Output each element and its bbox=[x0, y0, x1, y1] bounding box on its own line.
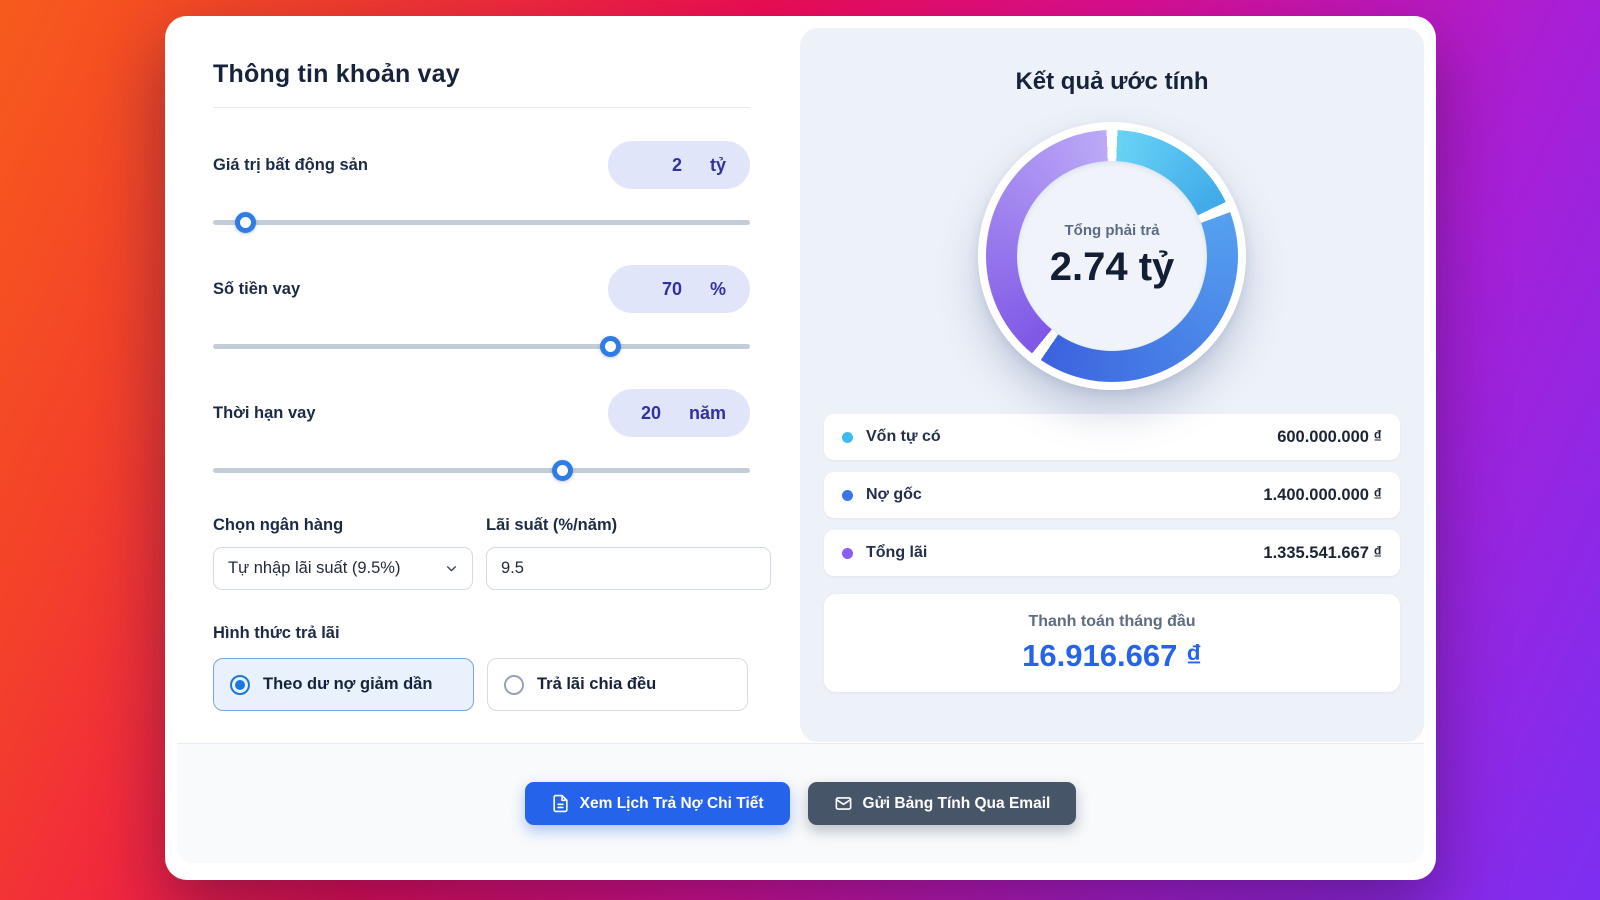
slider-track bbox=[213, 344, 750, 349]
property-value: 2 bbox=[671, 154, 682, 175]
radio-option-label: Trả lãi chia đều bbox=[537, 675, 657, 693]
loan-calculator-card: Thông tin khoản vay Giá trị bất động sản… bbox=[165, 16, 1436, 880]
donut-halo bbox=[978, 122, 1246, 390]
loan-amount-value: 70 bbox=[661, 278, 682, 299]
results-title: Kết quả ước tính bbox=[1015, 68, 1209, 95]
property-value-label: Giá trị bất động sản bbox=[213, 155, 368, 174]
chevron-down-icon bbox=[447, 566, 456, 572]
loan-term-value: 20 bbox=[640, 402, 661, 423]
loan-term-label: Thời hạn vay bbox=[213, 403, 316, 422]
results-legend: Vốn tự có 600.000.000 ₫ Nợ gốc 1.400.000… bbox=[824, 414, 1400, 576]
property-value-field: Giá trị bất động sản 2 tỷ bbox=[213, 141, 750, 233]
loan-term-slider[interactable] bbox=[213, 460, 750, 481]
legend-row-own-capital: Vốn tự có 600.000.000 ₫ bbox=[824, 414, 1400, 460]
donut-ring bbox=[986, 130, 1238, 382]
cyan-dot-icon bbox=[842, 431, 853, 443]
bank-select-label: Chọn ngân hàng bbox=[213, 516, 344, 534]
footer-actions: Xem Lịch Trả Nợ Chi Tiết Gửi Bảng Tính Q… bbox=[177, 743, 1424, 863]
slider-thumb[interactable] bbox=[600, 336, 622, 357]
loan-amount-label: Số tiền vay bbox=[213, 279, 301, 298]
radio-option-label: Theo dư nợ giảm dần bbox=[263, 675, 433, 693]
view-schedule-button[interactable]: Xem Lịch Trả Nợ Chi Tiết bbox=[524, 782, 790, 825]
bank-select-value: Tự nhập lãi suất (9.5%) bbox=[228, 559, 401, 577]
donut-center-caption: Tổng phải trả bbox=[1064, 222, 1160, 239]
legend-value: 1.400.000.000 ₫ bbox=[1263, 485, 1382, 504]
loan-amount-unit: % bbox=[709, 278, 726, 299]
donut-center-value: 2.74 tỷ bbox=[1049, 245, 1175, 289]
bank-select[interactable]: Tự nhập lãi suất (9.5%) bbox=[213, 547, 473, 590]
file-text-icon bbox=[553, 794, 568, 813]
loan-term-field: Thời hạn vay 20 năm bbox=[213, 389, 750, 481]
slider-thumb[interactable] bbox=[552, 460, 574, 481]
legend-label: Nợ gốc bbox=[866, 486, 922, 503]
mail-icon bbox=[835, 797, 851, 810]
loan-term-unit: năm bbox=[688, 402, 726, 423]
slider-track bbox=[213, 220, 750, 225]
send-email-button[interactable]: Gửi Bảng Tính Qua Email bbox=[807, 782, 1077, 825]
property-value-pill[interactable]: 2 tỷ bbox=[608, 141, 750, 189]
property-value-unit: tỷ bbox=[709, 154, 726, 175]
first-month-payment-value: 16.916.667 ₫ bbox=[1022, 637, 1202, 673]
slider-thumb[interactable] bbox=[235, 212, 257, 233]
interest-rate-label: Lãi suất (%/năm) bbox=[486, 516, 618, 534]
legend-row-principal: Nợ gốc 1.400.000.000 ₫ bbox=[824, 472, 1400, 518]
legend-label: Vốn tự có bbox=[866, 428, 941, 445]
loan-amount-field: Số tiền vay 70 % bbox=[213, 265, 750, 357]
blue-dot-icon bbox=[842, 489, 853, 501]
legend-value: 1.335.541.667 ₫ bbox=[1263, 543, 1382, 562]
purple-dot-icon bbox=[842, 547, 853, 559]
divider bbox=[213, 107, 750, 108]
first-month-payment-card: Thanh toán tháng đầu 16.916.667 ₫ bbox=[824, 594, 1400, 692]
results-panel: Kết quả ước tính Tổng phải trả 2.74 tỷ V… bbox=[800, 28, 1424, 742]
property-value-slider[interactable] bbox=[213, 212, 750, 233]
legend-value: 600.000.000 ₫ bbox=[1277, 427, 1382, 446]
loan-amount-slider[interactable] bbox=[213, 336, 750, 357]
donut-chart: Tổng phải trả 2.74 tỷ bbox=[978, 122, 1246, 390]
first-month-payment-label: Thanh toán tháng đầu bbox=[1028, 612, 1196, 630]
send-email-label: Gửi Bảng Tính Qua Email bbox=[862, 794, 1051, 812]
legend-row-total-interest: Tổng lãi 1.335.541.667 ₫ bbox=[824, 530, 1400, 576]
radio-option-equal-interest[interactable]: Trả lãi chia đều bbox=[487, 658, 748, 711]
loan-amount-pill[interactable]: 70 % bbox=[608, 265, 750, 313]
payment-type-field: Hình thức trả lãi Theo dư nợ giảm dần Tr… bbox=[213, 624, 750, 711]
radio-unselected-icon bbox=[504, 674, 524, 695]
slider-track bbox=[213, 468, 750, 473]
radio-option-decreasing-balance[interactable]: Theo dư nợ giảm dần bbox=[213, 658, 474, 711]
legend-label: Tổng lãi bbox=[866, 544, 928, 561]
form-title: Thông tin khoản vay bbox=[213, 60, 460, 88]
loan-form-section: Thông tin khoản vay Giá trị bất động sản… bbox=[165, 16, 800, 743]
radio-selected-icon bbox=[230, 674, 250, 695]
payment-type-label: Hình thức trả lãi bbox=[213, 624, 340, 642]
loan-term-pill[interactable]: 20 năm bbox=[608, 389, 750, 437]
interest-rate-input[interactable] bbox=[486, 547, 771, 590]
view-schedule-label: Xem Lịch Trả Nợ Chi Tiết bbox=[579, 794, 764, 812]
